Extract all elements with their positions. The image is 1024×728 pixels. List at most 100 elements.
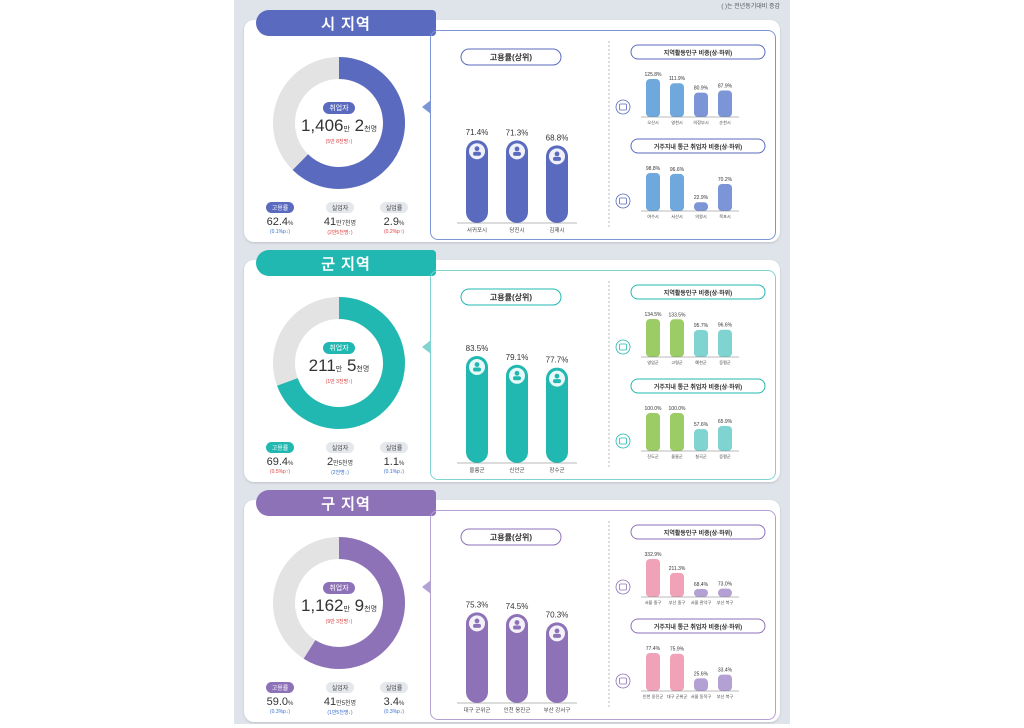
person-icon [509, 143, 525, 160]
main-title-pill [460, 528, 562, 546]
sub2-bar-label: 75.9% [670, 647, 685, 653]
main-bar [466, 612, 488, 703]
person-icon [549, 148, 565, 165]
person-icon-body [473, 151, 481, 156]
person-icon-body [553, 156, 561, 161]
sub2-icon-glyph [619, 677, 627, 685]
employment-donut [273, 57, 405, 189]
main-bar [506, 614, 528, 703]
sub2-title: 거주지내 통근 취업자 비중(상·하위) [654, 383, 742, 391]
sub2-bar-category: 서울 동작구 [691, 693, 712, 700]
stat-label: 실업자 [325, 442, 355, 453]
main-bar [466, 356, 488, 463]
person-icon-head [514, 620, 520, 625]
sub1-icon-glyph [619, 583, 627, 591]
sub2-bar [694, 202, 708, 211]
stat-change: (0.1%p↓) [383, 469, 404, 475]
sub2-bar-category: 의왕시 [695, 213, 707, 220]
charts-svg: 고용률(상위) 71.4% 서귀포시 71.3% 당진시 68.8% 김제시 지역활동인구 비… [457, 41, 766, 234]
sub2-bar-label: 33.4% [718, 668, 733, 674]
stat-unit: 만7천명 [336, 221, 357, 227]
stat-2: 실업률 1.1% (0.1%p↓) [366, 442, 422, 475]
chart-box: 고용률(상위) 71.4% 서귀포시 71.3% 당진시 68.8% 김제시 지역활동인구 비… [430, 30, 776, 240]
main-bar-label: 75.3% [466, 600, 489, 609]
sub1-bar-label: 332.9% [645, 552, 663, 558]
sub2-bar-category: 진도군 [647, 453, 659, 459]
sub1-bar [694, 92, 708, 117]
sub2-bar [646, 413, 660, 451]
person-icon-head [554, 151, 560, 157]
sub2-bar [694, 429, 708, 451]
main-bar-label: 71.3% [506, 128, 529, 137]
sub2-bar-category: 증평군 [719, 453, 731, 459]
sub2-title-pill [630, 138, 766, 154]
main-bar-category: 장수군 [549, 467, 564, 474]
sub1-bar-category: 순천시 [719, 119, 731, 125]
sub2-bar [646, 173, 660, 211]
stat-number: 1.1 [383, 456, 399, 468]
sub1-icon-glyph [619, 103, 627, 111]
bubble-notch [422, 340, 431, 354]
infographic-canvas: ( )는 전년동기대비 증감 시 지역 취업자 1,406만 2천명 (5만 8천명↑… [234, 0, 790, 724]
person-icon [509, 617, 525, 633]
stat-number: 59.0 [266, 696, 289, 708]
sub2-title: 거주지내 통근 취업자 비중(상·하위) [654, 143, 742, 151]
sub1-bar-category: 영암군 [647, 359, 659, 365]
main-bar-label: 83.5% [466, 344, 489, 353]
sub1-bar-category: 의정부시 [693, 119, 709, 126]
employed-value: 211만 5천명 [309, 356, 370, 376]
donut-arc [292, 57, 405, 189]
person-icon-head [474, 618, 480, 624]
person-icon-head [514, 146, 520, 152]
main-bar [546, 367, 568, 463]
sub2-bar-category: 목포시 [719, 214, 731, 220]
stat-0: 고용률 59.0% (0.3%p↓) [252, 682, 308, 715]
stats-row: 고용률 69.4% (0.5%p↑) 실업자 2만5천명 (2천명↓) 실업률 1.1% (0.… [252, 442, 422, 488]
person-icon-head [514, 370, 520, 376]
stat-number: 69.4 [266, 456, 289, 468]
employed-unit1: 만 [343, 605, 350, 613]
sub1-bar [670, 83, 684, 117]
sub1-icon-glyph [619, 343, 627, 351]
sub1-title-pill [630, 44, 766, 60]
sub2-bar [670, 173, 684, 211]
main-title: 고용률(상위) [490, 52, 532, 62]
employed-unit2: 천명 [356, 365, 370, 373]
person-icon-body [553, 633, 561, 638]
stat-1: 실업자 41만5천명 (1만5천명↓) [312, 682, 368, 716]
sub2-icon-glyph [619, 197, 627, 205]
person-icon-body [473, 623, 481, 628]
sub1-bar [670, 319, 684, 357]
sub2-bar-label: 57.6% [694, 422, 709, 428]
employed-change: (1만 3천명↑) [325, 378, 353, 385]
sub1-bar-label: 134.5% [645, 312, 663, 318]
employment-donut [273, 537, 405, 669]
employed-label: 취업자 [323, 581, 355, 594]
sub1-title: 지역활동인구 비중(상·하위) [664, 49, 732, 57]
main-bar [506, 140, 528, 223]
sub1-bar-category: 예천군 [695, 359, 707, 366]
sub2-bar-label: 77.4% [646, 646, 661, 652]
sub2-bar-label: 98.8% [646, 166, 661, 172]
stat-value: 62.4% [267, 216, 294, 228]
stat-unit: % [398, 701, 405, 707]
stat-number: 2 [326, 456, 334, 468]
employed-sub: 5 [342, 355, 357, 375]
sub1-bar-category: 영천시 [671, 119, 683, 125]
person-icon [469, 615, 485, 632]
stat-value: 69.4% [267, 456, 294, 468]
sub2-bar [694, 678, 708, 691]
sub2-icon [615, 193, 631, 209]
sub2-bar-label: 70.2% [718, 177, 733, 183]
sub1-bar-label: 68.4% [694, 582, 709, 588]
employed-value: 1,162만 9천명 [301, 596, 377, 616]
sub1-bar-category: 증평군 [719, 359, 731, 365]
employed-label: 취업자 [323, 341, 355, 354]
sub1-bar [646, 79, 660, 117]
sub1-title-pill [630, 284, 766, 300]
employed-sub: 9 [349, 595, 365, 615]
main-bar-label: 77.7% [546, 356, 569, 365]
stat-label: 고용률 [265, 442, 295, 453]
stat-number: 3.4 [383, 696, 399, 708]
sub1-title-pill [630, 524, 766, 540]
